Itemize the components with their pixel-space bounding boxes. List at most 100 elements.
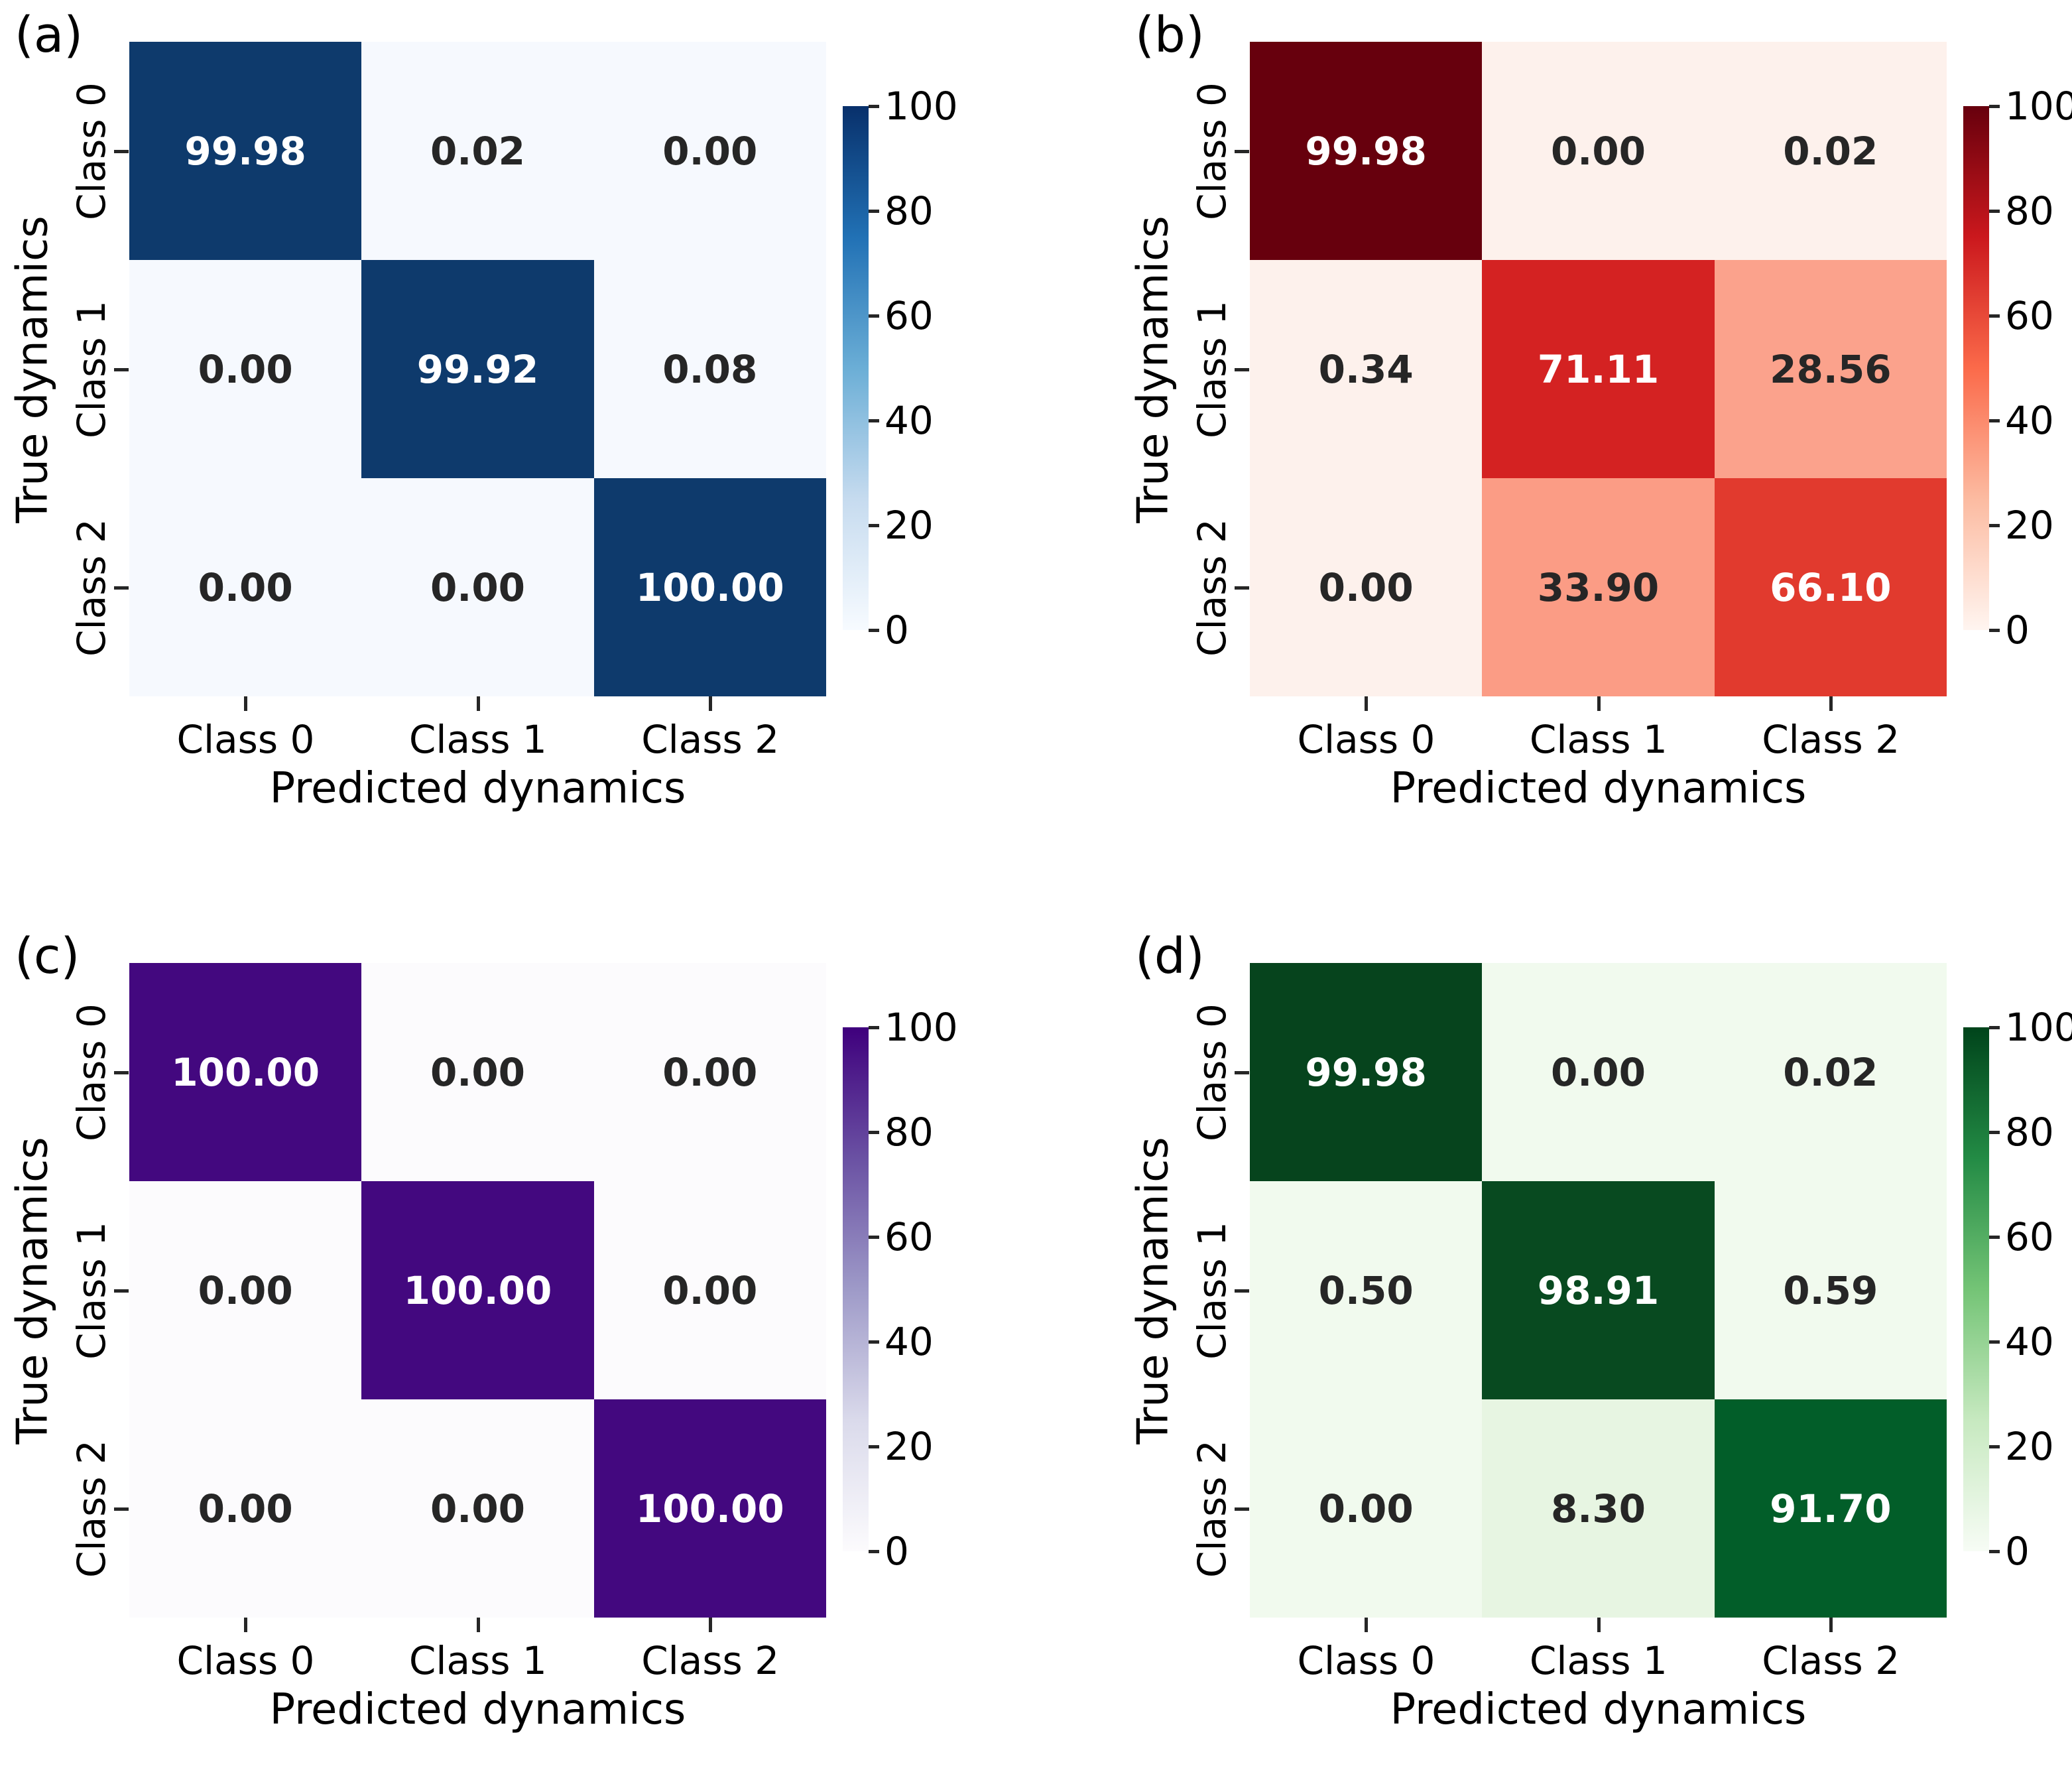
confusion-matrix-grid: 100.00 0.00 0.00 0.00 100.00 0.00 0.00 0.00 100.…	[129, 963, 826, 1618]
colorbar-tick	[1989, 629, 2000, 632]
colorbar-tick	[869, 210, 879, 213]
x-tick-label: Class 2	[641, 1638, 780, 1683]
colorbar-tick-label: 0	[2005, 1529, 2030, 1574]
y-axis-tick	[114, 1070, 129, 1074]
x-axis-tick	[1597, 696, 1601, 711]
matrix-cell: 0.00	[593, 963, 826, 1181]
x-tick-label: Class 0	[1297, 1638, 1435, 1683]
x-axis-label: Predicted dynamics	[269, 1685, 686, 1734]
y-axis-tick	[1235, 1289, 1249, 1293]
y-tick-label: Class 0	[69, 82, 114, 220]
matrix-cell: 0.00	[1482, 42, 1715, 260]
matrix-cell: 99.98	[1250, 42, 1483, 260]
x-tick-label: Class 0	[1297, 717, 1435, 762]
colorbar	[1963, 1027, 1989, 1551]
matrix-cell: 0.00	[1250, 1399, 1483, 1618]
colorbar-tick	[869, 1131, 879, 1134]
matrix-cell: 0.00	[129, 1399, 362, 1618]
y-tick-label: Class 0	[1189, 82, 1235, 220]
y-tick-label: Class 2	[1189, 1439, 1235, 1578]
y-tick-label: Class 1	[69, 1221, 114, 1360]
colorbar	[1963, 106, 1989, 630]
matrix-cell: 99.98	[1250, 963, 1483, 1181]
x-tick-label: Class 0	[176, 717, 315, 762]
colorbar	[843, 1027, 869, 1551]
matrix-cell: 0.00	[361, 478, 594, 696]
x-axis-tick	[1365, 696, 1369, 711]
matrix-cell: 28.56	[1714, 260, 1947, 478]
colorbar-tick	[869, 419, 879, 422]
colorbar-tick-label: 40	[2005, 1319, 2054, 1364]
colorbar-tick-label: 100	[2005, 1005, 2072, 1050]
x-tick-label: Class 1	[408, 717, 547, 762]
colorbar-tick	[1989, 1550, 2000, 1553]
y-axis-tick	[114, 1289, 129, 1293]
matrix-cell: 0.00	[129, 260, 362, 478]
colorbar-tick	[1989, 210, 2000, 213]
colorbar-tick	[869, 1550, 879, 1553]
x-tick-label: Class 1	[1529, 1638, 1668, 1683]
matrix-cell: 0.00	[1250, 478, 1483, 696]
panel-label: (a)	[15, 7, 84, 64]
matrix-cell: 100.00	[361, 1181, 594, 1399]
y-tick-label: Class 1	[69, 300, 114, 438]
y-axis-label: True dynamics	[1129, 1136, 1178, 1444]
colorbar-tick-label: 60	[884, 1214, 934, 1259]
x-axis-tick	[1829, 1618, 1833, 1632]
colorbar	[843, 106, 869, 630]
colorbar-tick	[869, 1236, 879, 1239]
colorbar-tick	[869, 1026, 879, 1029]
x-tick-label: Class 2	[1762, 1638, 1900, 1683]
matrix-cell: 0.00	[361, 963, 594, 1181]
matrix-cell: 0.00	[129, 1181, 362, 1399]
panel-a: (a) True dynamics Class 0 Class 1 Class 2 …	[0, 0, 1036, 869]
y-tick-label: Class 1	[1189, 300, 1235, 438]
x-axis-tick	[244, 696, 248, 711]
panel-c: (c) True dynamics Class 0 Class 1 Class 2 …	[0, 921, 1036, 1790]
matrix-cell: 0.00	[361, 1399, 594, 1618]
colorbar-tick-label: 40	[884, 1319, 934, 1364]
colorbar-tick-label: 60	[2005, 293, 2054, 338]
matrix-cell: 98.91	[1482, 1181, 1715, 1399]
matrix-cell: 0.08	[593, 260, 826, 478]
colorbar-tick	[869, 629, 879, 632]
y-tick-label: Class 0	[69, 1003, 114, 1141]
colorbar-tick	[1989, 1445, 2000, 1448]
colorbar-tick-label: 0	[2005, 607, 2030, 653]
matrix-cell: 100.00	[593, 1399, 826, 1618]
matrix-cell: 0.00	[593, 1181, 826, 1399]
panel-label: (d)	[1135, 928, 1205, 985]
colorbar-tick-label: 20	[884, 1424, 934, 1469]
panel-b: (b) True dynamics Class 0 Class 1 Class 2 …	[1121, 0, 2072, 869]
matrix-cell: 0.02	[1714, 963, 1947, 1181]
y-tick-label: Class 0	[1189, 1003, 1235, 1141]
colorbar-tick	[1989, 105, 2000, 108]
x-tick-label: Class 1	[408, 1638, 547, 1683]
panel-label: (c)	[15, 928, 80, 985]
matrix-cell: 0.50	[1250, 1181, 1483, 1399]
x-axis-tick	[1597, 1618, 1601, 1632]
colorbar-tick	[1989, 419, 2000, 422]
y-tick-label: Class 1	[1189, 1221, 1235, 1360]
colorbar-tick	[1989, 1340, 2000, 1344]
matrix-cell: 100.00	[593, 478, 826, 696]
matrix-cell: 0.00	[129, 478, 362, 696]
panel-label: (b)	[1135, 7, 1205, 64]
matrix-cell: 0.02	[361, 42, 594, 260]
y-axis-tick	[114, 1507, 129, 1511]
y-axis-tick	[114, 586, 129, 590]
colorbar-tick	[869, 314, 879, 318]
matrix-cell: 33.90	[1482, 478, 1715, 696]
x-tick-label: Class 0	[176, 1638, 315, 1683]
colorbar-tick-label: 0	[884, 1529, 909, 1574]
confusion-matrix-grid: 99.98 0.00 0.02 0.34 71.11 28.56 0.00 33.90 66.1…	[1250, 42, 1947, 696]
matrix-cell: 0.34	[1250, 260, 1483, 478]
matrix-cell: 99.98	[129, 42, 362, 260]
y-axis-tick	[1235, 1507, 1249, 1511]
x-axis-tick	[476, 696, 480, 711]
y-axis-tick	[114, 367, 129, 371]
colorbar-tick-label: 80	[2005, 1110, 2054, 1155]
matrix-cell: 99.92	[361, 260, 594, 478]
y-axis-tick	[1235, 586, 1249, 590]
y-axis-tick	[114, 149, 129, 153]
